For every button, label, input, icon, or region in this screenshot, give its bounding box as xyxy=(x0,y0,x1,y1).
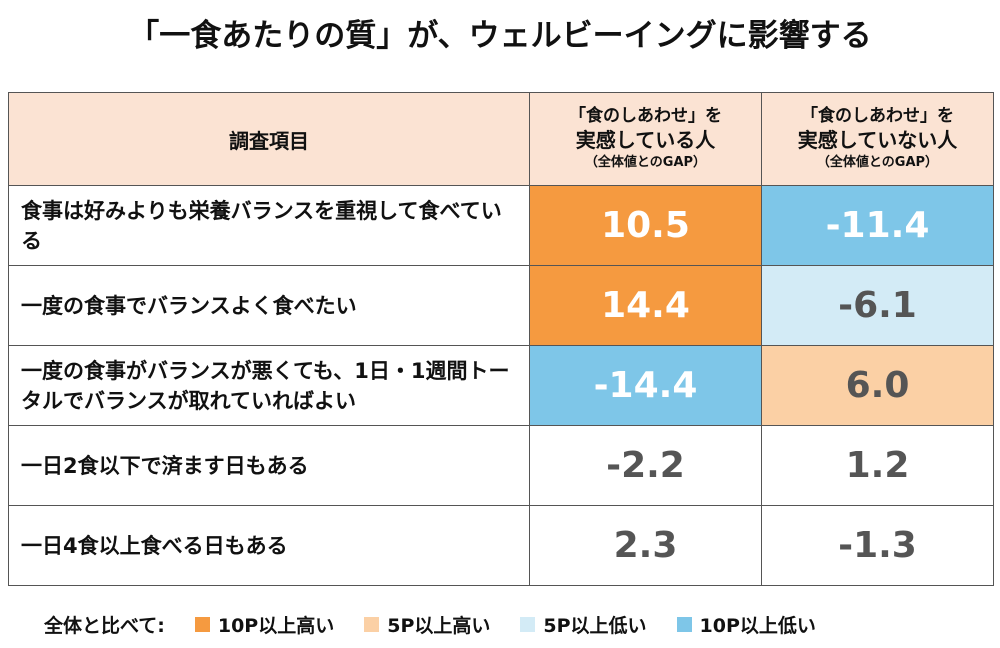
legend-swatch xyxy=(676,617,692,632)
legend-item: 10P以上低い xyxy=(699,615,816,637)
header-cell: 「食のしあわせ」を 実感していない人 （全体値とのGAP） xyxy=(761,92,994,186)
row: 食事は好みよりも栄養バランスを重視して食べている 10.5 -11.4 xyxy=(8,185,994,266)
legend: 全体と比べて: 10P以上高い 5P以上高い 5P以上低い 10P以上低い xyxy=(44,611,816,638)
header-line: 実感している人 xyxy=(575,128,716,152)
value-cell: -2.2 xyxy=(529,425,762,506)
row-label: 一度の食事がバランスが悪くても、1日・1週間トータルでバランスが取れていればよい xyxy=(8,345,530,426)
value-cell: 14.4 xyxy=(529,265,762,346)
value-cell: 6.0 xyxy=(761,345,994,426)
row-label: 一日2食以下で済ます日もある xyxy=(8,425,530,506)
value-cell: -6.1 xyxy=(761,265,994,346)
title: 「一食あたりの質」が、ウェルビーイングに影響する xyxy=(128,18,872,54)
table: 調査項目 「食のしあわせ」を 実感している人 （全体値とのGAP） 「食のしあわせ」を実… xyxy=(8,92,994,586)
row: 一日4食以上食べる日もある 2.3 -1.3 xyxy=(8,505,994,586)
legend-item: 5P以上高い xyxy=(387,615,491,637)
row-label: 食事は好みよりも栄養バランスを重視して食べている xyxy=(8,185,530,266)
legend-label: 全体と比べて: xyxy=(44,615,165,637)
header-line: 実感していない人 xyxy=(797,128,958,152)
header-line: 「食のしあわせ」を xyxy=(569,106,722,126)
row: 一度の食事がバランスが悪くても、1日・1週間トータルでバランスが取れていればよい… xyxy=(8,345,994,426)
header-item: 調査項目 xyxy=(8,92,530,186)
legend-swatch xyxy=(520,617,536,632)
legend-item: 10P以上高い xyxy=(217,615,335,637)
legend-swatch xyxy=(194,617,210,632)
value-cell: 1.2 xyxy=(761,425,994,506)
legend-item: 5P以上低い xyxy=(543,615,647,637)
header-line: 「食のしあわせ」を xyxy=(801,106,954,126)
row-label: 一度の食事でバランスよく食べたい xyxy=(8,265,530,346)
value-cell: 2.3 xyxy=(529,505,762,586)
value-cell: -1.3 xyxy=(761,505,994,586)
row: 一度の食事でバランスよく食べたい 14.4 -6.1 xyxy=(8,265,994,346)
header-cell: 「食のしあわせ」を 実感している人 （全体値とのGAP） xyxy=(529,92,762,186)
legend-swatch xyxy=(364,617,380,632)
header-row: 調査項目 「食のしあわせ」を 実感している人 （全体値とのGAP） 「食のしあわせ」を実… xyxy=(8,92,994,186)
row-label: 一日4食以上食べる日もある xyxy=(8,505,530,586)
value-cell: -14.4 xyxy=(529,345,762,426)
header-line: （全体値とのGAP） xyxy=(584,155,707,170)
row: 一日2食以下で済ます日もある -2.2 1.2 xyxy=(8,425,994,506)
value-cell: 10.5 xyxy=(529,185,762,266)
header-line: （全体値とのGAP） xyxy=(816,155,939,170)
value-cell: -11.4 xyxy=(761,185,994,266)
